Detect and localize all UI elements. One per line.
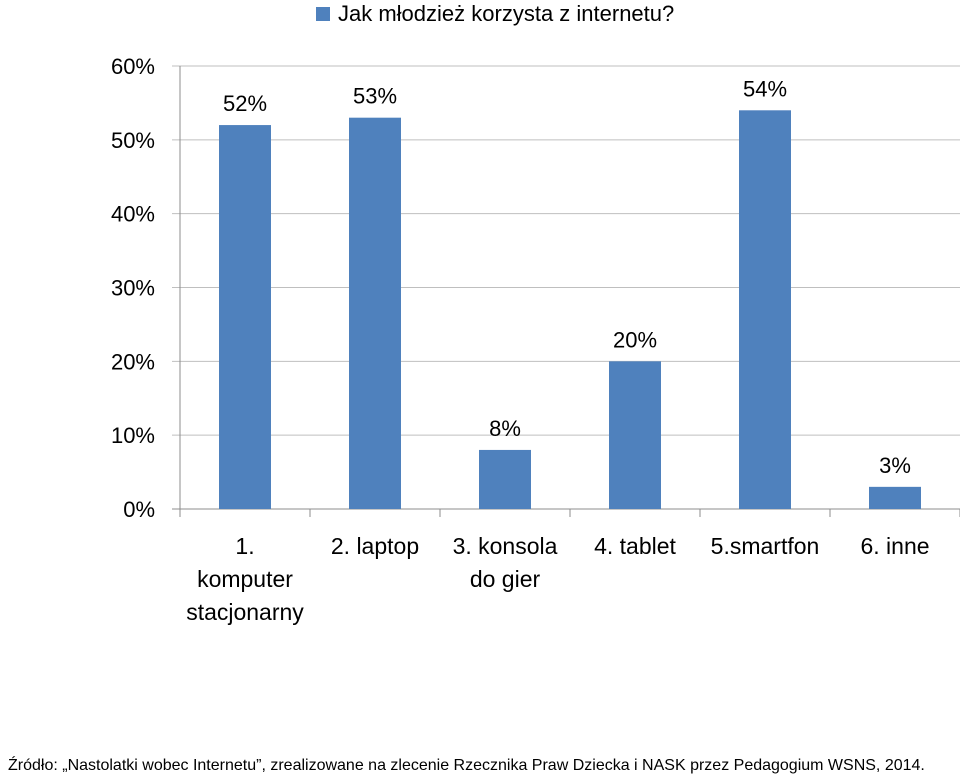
legend-swatch — [316, 7, 330, 21]
data-label: 54% — [743, 76, 787, 101]
data-label: 20% — [613, 327, 657, 352]
y-tick-label: 20% — [111, 349, 155, 374]
x-tick-label: 4. tablet — [594, 533, 676, 559]
bar — [609, 361, 661, 509]
y-tick-label: 30% — [111, 276, 155, 301]
data-label: 8% — [489, 416, 521, 441]
y-tick-label: 60% — [111, 54, 155, 79]
bar — [349, 117, 401, 509]
x-tick-label: 6. inne — [860, 533, 930, 559]
source-note: Źródło: „Nastolatki wobec Internetu”, zr… — [8, 757, 925, 774]
y-tick-label: 50% — [111, 128, 155, 153]
bar — [739, 110, 791, 510]
x-tick-label: 5.smartfon — [710, 533, 820, 559]
legend: Jak młodzież korzysta z internetu? — [316, 0, 674, 28]
data-label: 53% — [353, 84, 397, 109]
data-label: 52% — [223, 91, 267, 116]
x-tick-label: 3. konsola do gier — [452, 533, 558, 592]
y-tick-label: 10% — [111, 423, 155, 448]
bar — [219, 125, 271, 510]
data-label: 3% — [879, 453, 911, 478]
x-tick-label: 1. komputer stacjonarny — [186, 533, 304, 625]
legend-label: Jak młodzież korzysta z internetu? — [338, 1, 675, 26]
x-tick-label: 2. laptop — [330, 533, 420, 559]
bar — [869, 486, 921, 509]
bar — [479, 449, 531, 509]
bar-chart: 0% 10% 20% 30% 40% 50% 60% 52% 53% 8% 20% 54% 3% — [111, 54, 960, 522]
y-tick-label: 0% — [123, 497, 155, 522]
y-tick-label: 40% — [111, 202, 155, 227]
